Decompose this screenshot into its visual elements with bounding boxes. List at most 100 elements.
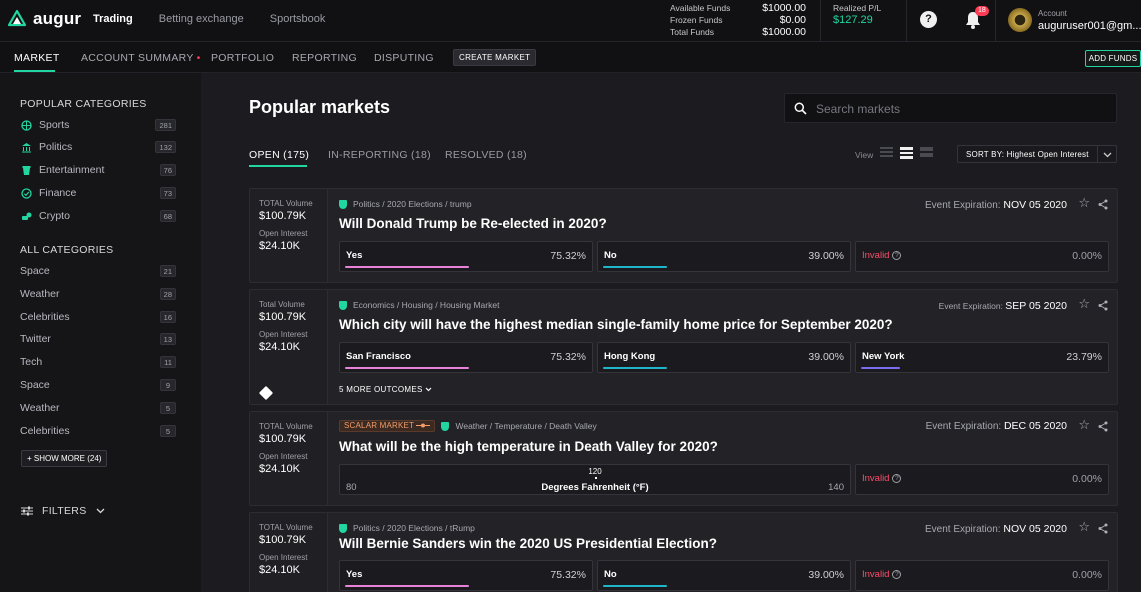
outcome-percent: 0.00%: [1072, 569, 1102, 581]
sidebar-item-celebrities[interactable]: Celebrities 5: [20, 423, 176, 439]
category-path: Politics / 2020 Elections / tRump: [353, 523, 475, 533]
divider: [820, 0, 821, 42]
tab-portfolio[interactable]: PORTFOLIO: [211, 52, 275, 64]
help-icon[interactable]: ?: [892, 474, 902, 483]
open-interest-label: Open Interest: [259, 229, 308, 238]
topnav-sportsbook[interactable]: Sportsbook: [269, 13, 326, 25]
outcome-name: San Francisco: [346, 351, 411, 362]
topnav-trading[interactable]: Trading: [93, 13, 133, 25]
sidebar-item-finance[interactable]: Finance 73: [20, 185, 176, 201]
outcome-percent: 39.00%: [808, 351, 844, 363]
show-more-button[interactable]: + SHOW MORE (24): [21, 450, 108, 467]
sidebar-item-twitter[interactable]: Twitter 13: [20, 331, 176, 347]
event-expiration: Event Expiration: NOV 05 2020: [925, 523, 1067, 535]
grid-view-icon[interactable]: [880, 147, 893, 159]
tab-market[interactable]: MARKET: [14, 52, 60, 64]
share-icon[interactable]: [1098, 199, 1108, 210]
tab-account-summary[interactable]: ACCOUNT SUMMARY •: [81, 52, 201, 64]
market-question[interactable]: Which city will have the highest median …: [339, 317, 893, 332]
sidebar-item-tech[interactable]: Tech 11: [20, 354, 176, 370]
outcome-name-label: Invalid: [862, 569, 890, 580]
sidebar-item-space[interactable]: Space 9: [20, 377, 176, 393]
sidebar-item-label: Politics: [39, 141, 73, 153]
active-tab-indicator: [249, 165, 307, 167]
outcome-no[interactable]: No 39.00%: [597, 241, 851, 272]
sidebar: POPULAR CATEGORIES Sports 281 Politics 1…: [0, 73, 201, 592]
category-count: 9: [160, 379, 176, 391]
sidebar-item-weather[interactable]: Weather 5: [20, 400, 176, 416]
outcome-hong-kong[interactable]: Hong Kong 39.00%: [597, 342, 851, 373]
outcome-invalid[interactable]: Invalid? 0.00%: [855, 560, 1109, 591]
outcome-name: Invalid?: [862, 473, 902, 484]
tab-open[interactable]: OPEN (175): [249, 149, 310, 161]
compact-view-icon[interactable]: [920, 147, 933, 159]
more-outcomes-button[interactable]: 5 MORE OUTCOMES: [339, 385, 432, 394]
scalar-min: 80: [346, 482, 357, 493]
list-view-icon[interactable]: [900, 147, 913, 159]
outcome-san-francisco[interactable]: San Francisco 75.32%: [339, 342, 593, 373]
sidebar-item-space[interactable]: Space 21: [20, 263, 176, 279]
market-question[interactable]: What will be the high temperature in Dea…: [339, 439, 718, 454]
tab-reporting[interactable]: REPORTING: [292, 52, 357, 64]
all-categories-heading: ALL CATEGORIES: [20, 244, 114, 256]
sidebar-item-label: Weather: [20, 288, 60, 300]
augur-logo[interactable]: augur: [7, 9, 81, 29]
tab-in-reporting[interactable]: IN-REPORTING (18): [328, 149, 431, 161]
help-icon[interactable]: ?: [892, 251, 902, 260]
market-category[interactable]: SCALAR MARKET Weather / Temperature / De…: [339, 420, 597, 432]
star-icon[interactable]: ☆: [1078, 296, 1090, 311]
market-card[interactable]: Total Volume $100.79K Open Interest $24.…: [249, 289, 1118, 405]
shield-icon: [339, 199, 347, 209]
market-category[interactable]: Politics / 2020 Elections / trump: [339, 199, 472, 209]
page-title: Popular markets: [249, 97, 391, 117]
sidebar-item-sports[interactable]: Sports 281: [20, 117, 176, 133]
market-category[interactable]: Politics / 2020 Elections / tRump: [339, 523, 475, 533]
outcome-invalid[interactable]: Invalid? 0.00%: [855, 241, 1109, 272]
star-icon[interactable]: ☆: [1078, 195, 1090, 210]
market-stats: Total Volume $100.79K Open Interest $24.…: [250, 290, 328, 404]
outcome-new-york[interactable]: New York 23.79%: [855, 342, 1109, 373]
market-card[interactable]: TOTAL Volume $100.79K Open Interest $24.…: [249, 188, 1118, 283]
sort-dropdown[interactable]: SORT BY: Highest Open Interest: [957, 145, 1117, 163]
avatar[interactable]: [1008, 8, 1032, 32]
star-icon[interactable]: ☆: [1078, 417, 1090, 432]
sidebar-item-politics[interactable]: Politics 132: [20, 139, 176, 155]
sidebar-item-entertainment[interactable]: Entertainment 76: [20, 162, 176, 178]
market-question[interactable]: Will Bernie Sanders win the 2020 US Pres…: [339, 536, 717, 551]
outcome-no[interactable]: No 39.00%: [597, 560, 851, 591]
divider: [906, 0, 907, 42]
outcome-invalid[interactable]: Invalid? 0.00%: [855, 464, 1109, 495]
sidebar-item-weather[interactable]: Weather 28: [20, 286, 176, 302]
outcome-name: Invalid?: [862, 250, 902, 261]
share-icon[interactable]: [1098, 523, 1108, 534]
total-funds-label: Total Funds: [670, 27, 714, 37]
market-card[interactable]: TOTAL Volume $100.79K Open Interest $24.…: [249, 512, 1118, 592]
scalar-range[interactable]: 120 80 Degrees Fahrenheit (°F) 140: [339, 464, 851, 495]
topnav-betting-exchange[interactable]: Betting exchange: [158, 13, 244, 25]
sidebar-item-celebrities[interactable]: Celebrities 16: [20, 309, 176, 325]
account-menu[interactable]: Account auguruser001@gm...: [1038, 9, 1141, 33]
star-icon[interactable]: ☆: [1078, 519, 1090, 534]
outcome-yes[interactable]: Yes 75.32%: [339, 241, 593, 272]
outcome-percent: 75.32%: [550, 569, 586, 581]
tab-resolved[interactable]: RESOLVED (18): [445, 149, 527, 161]
sidebar-item-crypto[interactable]: Crypto 68: [20, 208, 176, 224]
outcome-percent: 0.00%: [1072, 473, 1102, 485]
share-icon[interactable]: [1098, 300, 1108, 311]
search-input[interactable]: [816, 100, 1106, 118]
share-icon[interactable]: [1098, 421, 1108, 432]
help-icon[interactable]: ?: [892, 570, 902, 579]
create-market-button[interactable]: CREATE MARKET: [453, 49, 537, 66]
help-icon[interactable]: ?: [920, 11, 937, 28]
add-funds-button[interactable]: ADD FUNDS: [1085, 50, 1141, 67]
market-question[interactable]: Will Donald Trump be Re-elected in 2020?: [339, 216, 607, 231]
filters-toggle[interactable]: FILTERS: [21, 505, 105, 517]
category-count: 73: [159, 187, 176, 199]
category-count: 281: [155, 119, 176, 131]
tab-disputing[interactable]: DISPUTING: [374, 52, 434, 64]
outcome-name: No: [604, 569, 617, 580]
market-card[interactable]: TOTAL Volume $100.79K Open Interest $24.…: [249, 411, 1118, 506]
outcome-yes[interactable]: Yes 75.32%: [339, 560, 593, 591]
scalar-marker: [595, 477, 597, 479]
market-category[interactable]: Economics / Housing / Housing Market: [339, 300, 499, 310]
